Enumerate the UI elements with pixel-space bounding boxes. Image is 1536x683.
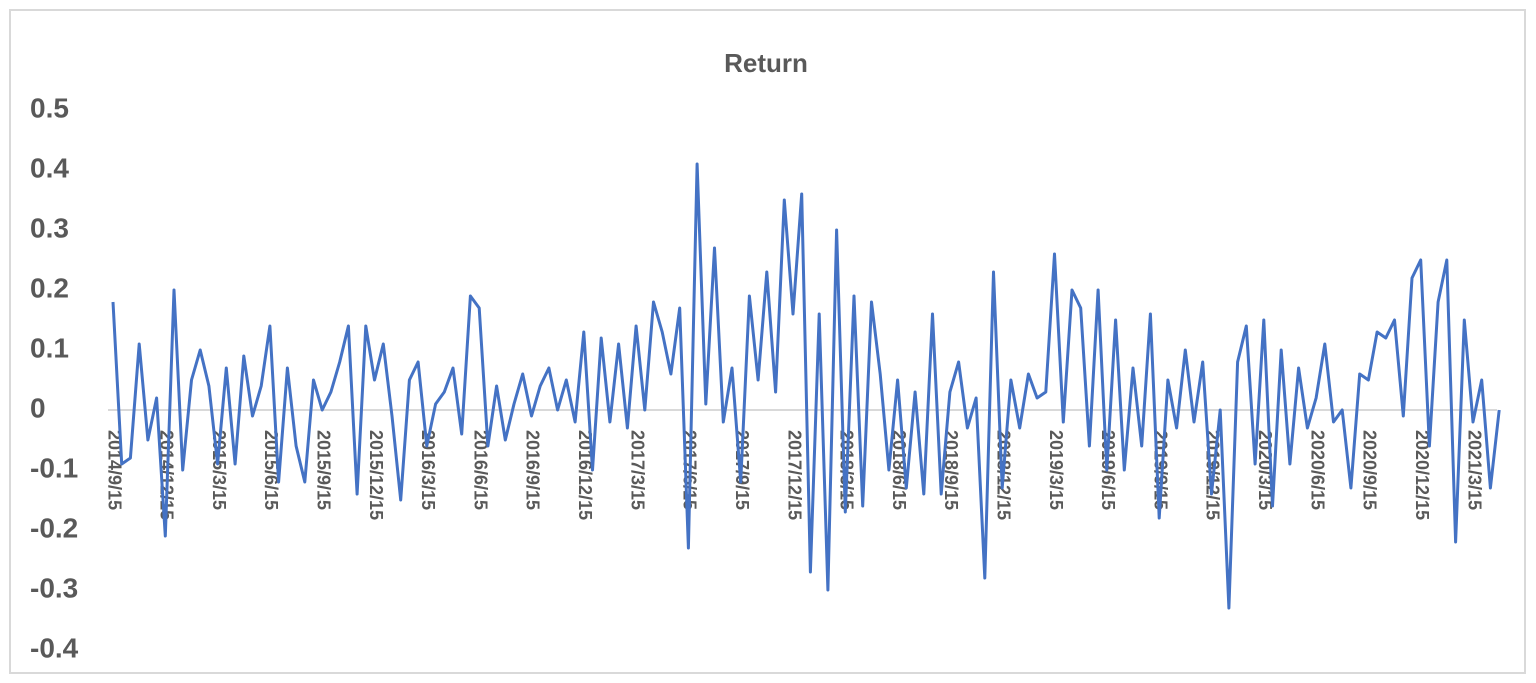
- x-tick-label: 2020/6/15: [1307, 430, 1327, 510]
- chart-border: [9, 9, 1526, 674]
- y-tick-label: -0.2: [30, 512, 78, 543]
- y-tick-label: -0.1: [30, 452, 78, 483]
- x-tick-label: 2015/12/15: [366, 430, 386, 520]
- y-tick-label: 0.5: [30, 92, 69, 123]
- x-tick-label: 2017/12/15: [784, 430, 804, 520]
- chart-title: Return: [724, 48, 808, 78]
- y-tick-label: 0.4: [30, 152, 69, 183]
- x-tick-label: 2016/6/15: [470, 430, 490, 510]
- x-tick-label: 2015/9/15: [313, 430, 333, 510]
- x-tick-label: 2019/3/15: [1046, 430, 1066, 510]
- x-tick-label: 2015/3/15: [209, 430, 229, 510]
- x-tick-label: 2016/9/15: [523, 430, 543, 510]
- series-line: [111, 162, 1501, 610]
- x-tick-label: 2020/12/15: [1412, 430, 1432, 520]
- y-tick-label: 0.2: [30, 272, 69, 303]
- x-tick-label: 2017/3/15: [627, 430, 647, 510]
- x-tick-label: 2020/9/15: [1360, 430, 1380, 510]
- y-tick-label: 0.3: [30, 212, 69, 243]
- x-tick-label: 2016/3/15: [418, 430, 438, 510]
- x-tick-label: 2014/9/15: [104, 430, 124, 510]
- x-tick-label: 2021/3/15: [1464, 430, 1484, 510]
- y-tick-label: -0.3: [30, 572, 78, 603]
- y-tick-label: -0.4: [30, 632, 79, 663]
- y-tick-label: 0: [30, 392, 46, 423]
- y-tick-label: 0.1: [30, 332, 69, 363]
